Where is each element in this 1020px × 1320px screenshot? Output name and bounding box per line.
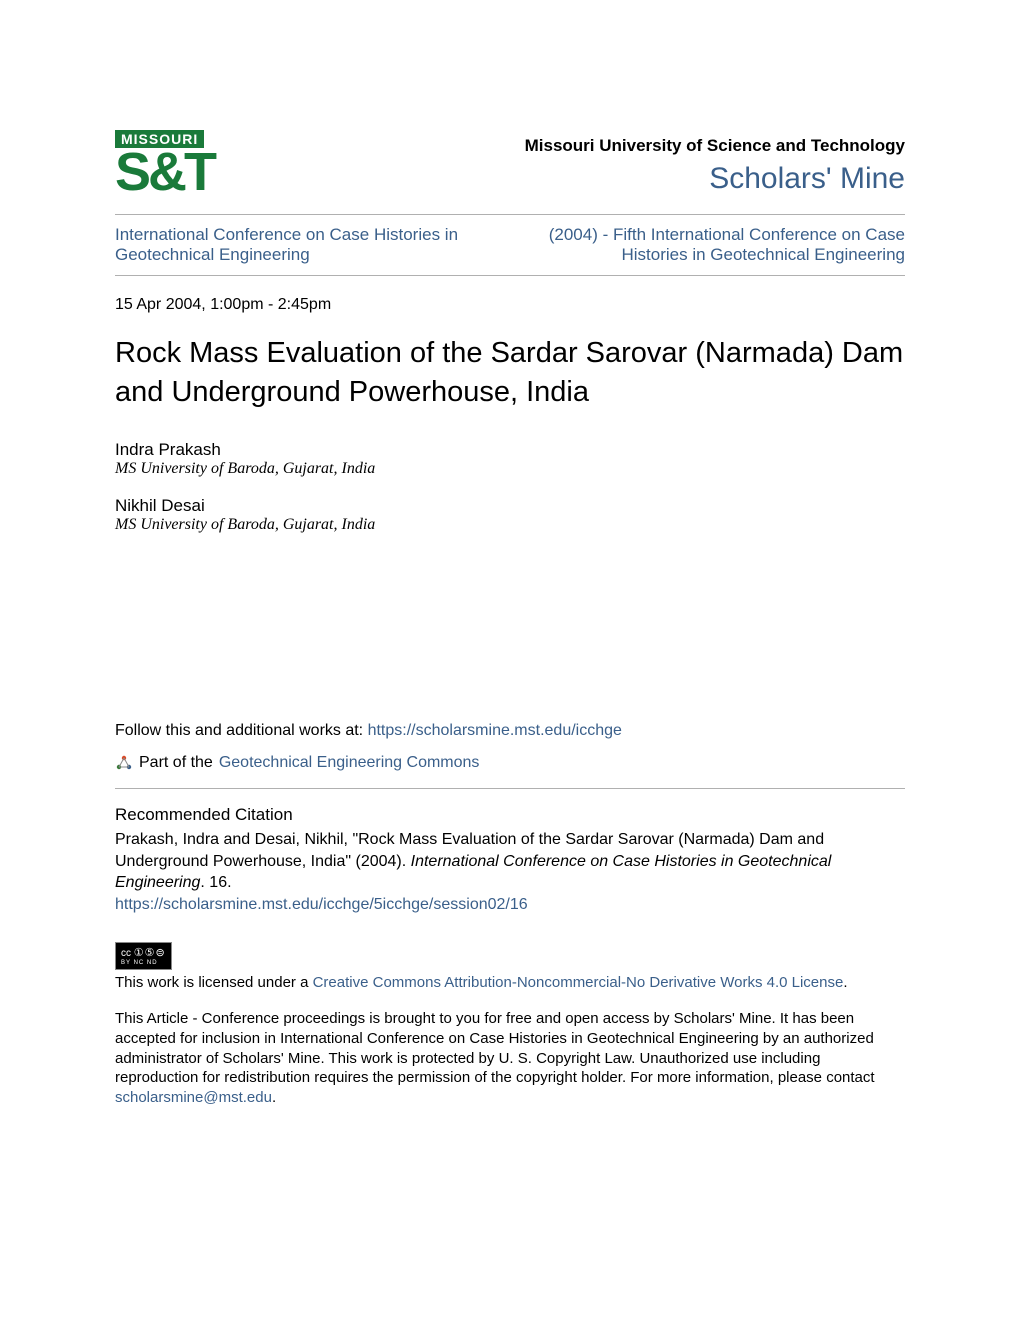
header-row: MISSOURI S&T Missouri University of Scie…	[115, 130, 905, 196]
divider-mid	[115, 275, 905, 276]
follow-url-link[interactable]: https://scholarsmine.mst.edu/icchge	[368, 722, 622, 739]
network-icon	[115, 754, 133, 772]
author-affiliation-0: MS University of Baroda, Gujarat, India	[115, 460, 905, 478]
university-name: Missouri University of Science and Techn…	[525, 136, 905, 156]
header-right: Missouri University of Science and Techn…	[525, 136, 905, 196]
author-affiliation-1: MS University of Baroda, Gujarat, India	[115, 516, 905, 534]
session-datetime: 15 Apr 2004, 1:00pm - 2:45pm	[115, 296, 905, 314]
paper-title: Rock Mass Evaluation of the Sardar Sarov…	[115, 334, 905, 412]
cc-sub: BY NC ND	[121, 960, 166, 966]
spacer	[115, 552, 905, 722]
citation-text: Prakash, Indra and Desai, Nikhil, "Rock …	[115, 829, 905, 894]
cc-text: cc	[121, 948, 131, 959]
license-link[interactable]: Creative Commons Attribution-Noncommerci…	[313, 974, 844, 991]
license-text: This work is licensed under a Creative C…	[115, 974, 905, 991]
citation-url-link[interactable]: https://scholarsmine.mst.edu/icchge/5icc…	[115, 896, 905, 914]
follow-prefix: Follow this and additional works at:	[115, 722, 368, 739]
logo-st-text: S&T	[115, 150, 214, 196]
cc-badge: cc ①⑤⊜ BY NC ND	[115, 942, 172, 970]
divider-citation	[115, 788, 905, 789]
follow-line: Follow this and additional works at: htt…	[115, 722, 905, 740]
repository-link[interactable]: Scholars' Mine	[709, 162, 905, 195]
footer-suffix: .	[272, 1089, 276, 1106]
conference-row: International Conference on Case Histori…	[115, 215, 905, 275]
author-block-1: Nikhil Desai MS University of Baroda, Gu…	[115, 496, 905, 534]
cc-circles: ①⑤⊜	[134, 947, 166, 959]
footer-email-link[interactable]: scholarsmine@mst.edu	[115, 1089, 272, 1106]
part-of-line: Part of the Geotechnical Engineering Com…	[115, 754, 905, 772]
license-suffix: .	[843, 974, 847, 991]
conference-series-link[interactable]: International Conference on Case Histori…	[115, 225, 494, 265]
author-block-0: Indra Prakash MS University of Baroda, G…	[115, 440, 905, 478]
author-name-1: Nikhil Desai	[115, 496, 905, 516]
part-of-prefix: Part of the	[139, 754, 213, 772]
citation-after: . 16.	[200, 874, 231, 891]
author-name-0: Indra Prakash	[115, 440, 905, 460]
footer-text: This Article - Conference proceedings is…	[115, 1009, 905, 1108]
citation-heading: Recommended Citation	[115, 805, 905, 825]
logo-block[interactable]: MISSOURI S&T	[115, 130, 214, 196]
commons-link[interactable]: Geotechnical Engineering Commons	[219, 754, 480, 772]
license-prefix: This work is licensed under a	[115, 974, 313, 991]
cc-badge-container[interactable]: cc ①⑤⊜ BY NC ND	[115, 942, 905, 974]
footer-before: This Article - Conference proceedings is…	[115, 1010, 875, 1086]
conference-year-link[interactable]: (2004) - Fifth International Conference …	[526, 225, 905, 265]
